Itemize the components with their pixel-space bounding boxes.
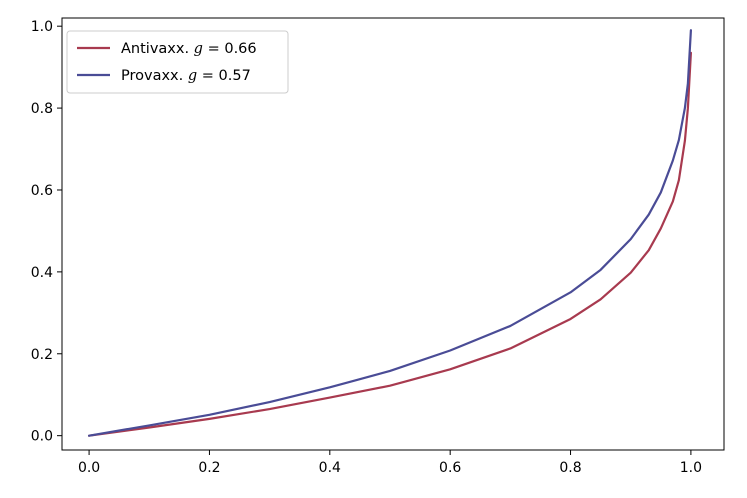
legend: Antivaxx. g = 0.66 Provaxx. g = 0.57 xyxy=(66,30,289,94)
legend-entry-provaxx: Provaxx. g = 0.57 xyxy=(77,68,251,84)
y-tick-label: 1.0 xyxy=(31,19,53,35)
series-layer xyxy=(87,29,692,437)
y-tick-label: 0.0 xyxy=(31,429,53,445)
legend-box xyxy=(66,30,289,94)
y-tick-label: 0.6 xyxy=(31,183,53,199)
y-axis: 0.0 0.2 0.4 0.6 0.8 1.0 xyxy=(31,19,62,445)
x-tick-label: 0.8 xyxy=(559,460,581,476)
y-tick-label: 0.2 xyxy=(31,347,53,363)
x-tick-label: 0.2 xyxy=(198,460,220,476)
x-tick-label: 0.0 xyxy=(78,460,100,476)
plot-frame xyxy=(61,17,725,451)
x-tick-label: 1.0 xyxy=(680,460,702,476)
series-line-provaxx xyxy=(87,29,692,437)
legend-label-antivaxx: Antivaxx. g = 0.66 xyxy=(121,41,257,57)
series-line-antivaxx xyxy=(87,51,692,437)
legend-label-provaxx: Provaxx. g = 0.57 xyxy=(121,68,251,84)
y-tick-label: 0.8 xyxy=(31,101,53,117)
legend-entry-antivaxx: Antivaxx. g = 0.66 xyxy=(77,41,257,57)
x-axis: 0.0 0.2 0.4 0.6 0.8 1.0 xyxy=(78,450,702,476)
y-tick-label: 0.4 xyxy=(31,265,53,281)
x-tick-label: 0.6 xyxy=(439,460,461,476)
x-tick-label: 0.4 xyxy=(319,460,341,476)
